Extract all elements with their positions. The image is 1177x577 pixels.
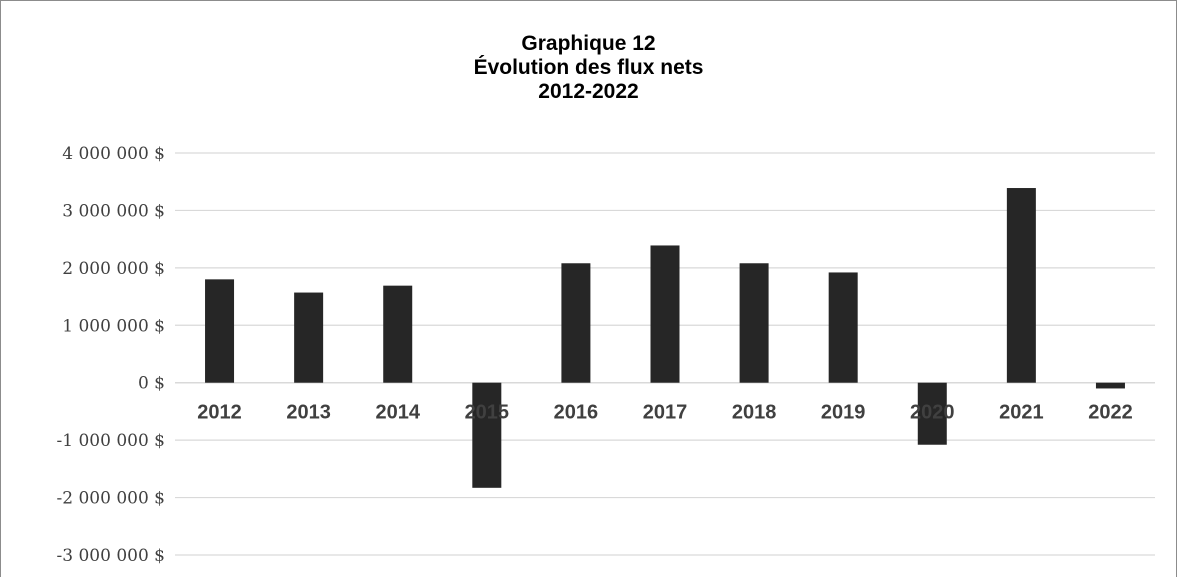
y-tick-label: -3 000 000 $ [57,546,165,566]
y-tick-label: -2 000 000 $ [57,489,165,509]
y-tick-label: 3 000 000 $ [62,201,165,221]
x-tick-label: 2014 [375,402,420,424]
x-tick-label: 2019 [821,402,866,424]
x-tick-label: 2012 [197,402,242,424]
bar-2018 [740,263,769,382]
x-tick-label: 2017 [643,402,688,424]
y-tick-label: 0 $ [138,374,165,394]
x-tick-label: 2016 [554,402,599,424]
bar-2015 [472,383,501,488]
y-tick-label: 4 000 000 $ [62,144,165,164]
bar-2012 [205,279,234,382]
bar-2016 [561,263,590,382]
bar-2022 [1096,383,1125,389]
x-tick-label: 2018 [732,402,777,424]
y-axis-ticks: 4 000 000 $ 3 000 000 $ 2 000 000 $ 1 000 0… [57,144,165,566]
bar-2013 [294,293,323,383]
x-tick-label: 2013 [286,402,331,424]
x-tick-label: 2021 [999,402,1044,424]
y-tick-label: 1 000 000 $ [62,316,165,336]
bar-2014 [383,286,412,383]
x-tick-label: 2020 [910,402,955,424]
y-tick-label: 2 000 000 $ [62,259,165,279]
bar-2019 [829,272,858,382]
x-tick-label: 2022 [1088,402,1133,424]
x-tick-label: 2015 [465,402,510,424]
x-axis-ticks: 2012 2013 2014 2015 2016 2017 2018 2019 2020 2021… [197,402,1132,424]
bar-2021 [1007,188,1036,383]
bars [205,188,1125,488]
bar-2017 [651,245,680,382]
y-tick-label: -1 000 000 $ [57,431,165,451]
